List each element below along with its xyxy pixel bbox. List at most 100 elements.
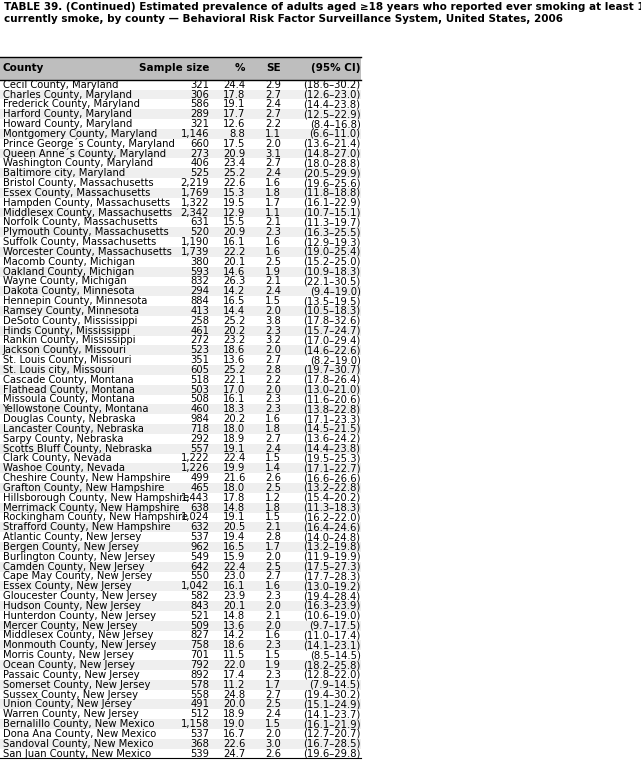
Text: 1.7: 1.7 xyxy=(265,679,281,689)
Text: San Juan County, New Mexico: San Juan County, New Mexico xyxy=(3,749,151,758)
Bar xyxy=(0,188,360,198)
Text: 11.5: 11.5 xyxy=(223,650,245,660)
Text: 2.3: 2.3 xyxy=(265,404,281,414)
Bar xyxy=(0,532,360,542)
Text: 2,219: 2,219 xyxy=(181,178,209,188)
Text: (13.6–21.4): (13.6–21.4) xyxy=(303,139,360,149)
Text: St. Louis County, Missouri: St. Louis County, Missouri xyxy=(3,355,131,365)
Text: (10.5–18.3): (10.5–18.3) xyxy=(303,306,360,316)
Bar xyxy=(0,552,360,562)
Bar xyxy=(0,109,360,119)
Text: 20.2: 20.2 xyxy=(223,414,245,424)
Text: 1.8: 1.8 xyxy=(265,188,281,198)
Text: (19.7–30.7): (19.7–30.7) xyxy=(303,365,360,375)
Text: 351: 351 xyxy=(190,355,209,365)
Text: 18.9: 18.9 xyxy=(223,434,245,444)
Text: 2.1: 2.1 xyxy=(265,611,281,621)
Text: 832: 832 xyxy=(190,277,209,287)
Text: 2.0: 2.0 xyxy=(265,139,281,149)
Text: 3.2: 3.2 xyxy=(265,335,281,346)
Text: (16.2–22.0): (16.2–22.0) xyxy=(303,512,360,522)
Text: Wayne County, Michigan: Wayne County, Michigan xyxy=(3,277,126,287)
Text: 289: 289 xyxy=(190,109,209,119)
Text: 558: 558 xyxy=(190,689,209,699)
Text: 18.6: 18.6 xyxy=(223,641,245,651)
Text: (13.8–22.8): (13.8–22.8) xyxy=(303,404,360,414)
Text: Suffolk County, Massachusetts: Suffolk County, Massachusetts xyxy=(3,237,156,247)
Text: (95% CI): (95% CI) xyxy=(311,63,360,74)
Text: 1.5: 1.5 xyxy=(265,650,281,660)
Text: 15.9: 15.9 xyxy=(223,552,245,562)
Text: 18.6: 18.6 xyxy=(223,345,245,355)
Text: 13.6: 13.6 xyxy=(223,621,245,631)
Text: 1.6: 1.6 xyxy=(265,247,281,257)
Text: 2.3: 2.3 xyxy=(265,394,281,404)
Bar xyxy=(0,562,360,572)
Text: 962: 962 xyxy=(190,542,209,552)
Bar xyxy=(0,434,360,444)
Text: 25.2: 25.2 xyxy=(223,365,245,375)
Text: 2.3: 2.3 xyxy=(265,641,281,651)
Text: 718: 718 xyxy=(190,424,209,434)
Text: Sample size: Sample size xyxy=(138,63,209,74)
Bar xyxy=(0,198,360,207)
Text: (13.0–21.0): (13.0–21.0) xyxy=(303,385,360,394)
Text: Hampden County, Massachusetts: Hampden County, Massachusetts xyxy=(3,198,170,207)
Bar xyxy=(0,139,360,149)
Text: 1.6: 1.6 xyxy=(265,631,281,641)
Text: Union County, New Jersey: Union County, New Jersey xyxy=(3,699,131,709)
Text: 13.6: 13.6 xyxy=(223,355,245,365)
Text: 2.5: 2.5 xyxy=(265,257,281,267)
Text: (18.0–28.8): (18.0–28.8) xyxy=(304,158,360,169)
Text: 2.7: 2.7 xyxy=(265,158,281,169)
Bar xyxy=(0,493,360,502)
Text: 1,322: 1,322 xyxy=(181,198,209,207)
Bar xyxy=(0,316,360,326)
Text: 984: 984 xyxy=(190,414,209,424)
Text: 17.0: 17.0 xyxy=(223,385,245,394)
Text: Rockingham County, New Hampshire: Rockingham County, New Hampshire xyxy=(3,512,188,522)
Text: Bergen County, New Jersey: Bergen County, New Jersey xyxy=(3,542,138,552)
Text: 2.2: 2.2 xyxy=(265,119,281,129)
Text: 1,769: 1,769 xyxy=(181,188,209,198)
Text: 2.3: 2.3 xyxy=(265,325,281,336)
Text: (14.6–22.6): (14.6–22.6) xyxy=(303,345,360,355)
Text: Middlesex County, New Jersey: Middlesex County, New Jersey xyxy=(3,631,153,641)
Text: 292: 292 xyxy=(190,434,209,444)
Text: TABLE 39. (Continued) Estimated prevalence of adults aged ≥18 years who reported: TABLE 39. (Continued) Estimated prevalen… xyxy=(4,2,641,24)
Bar xyxy=(0,119,360,129)
Text: 15.3: 15.3 xyxy=(223,188,245,198)
Text: 1.9: 1.9 xyxy=(265,660,281,670)
Text: Sussex County, New Jersey: Sussex County, New Jersey xyxy=(3,689,138,699)
Text: DeSoto County, Mississippi: DeSoto County, Mississippi xyxy=(3,315,137,326)
Text: 368: 368 xyxy=(190,739,209,749)
Text: 1.4: 1.4 xyxy=(265,464,281,473)
Bar xyxy=(0,454,360,464)
Text: 16.1: 16.1 xyxy=(223,394,245,404)
Bar xyxy=(0,80,360,90)
Text: 17.4: 17.4 xyxy=(223,670,245,680)
Text: 642: 642 xyxy=(190,562,209,572)
Text: 16.5: 16.5 xyxy=(223,542,245,552)
Text: 537: 537 xyxy=(190,729,209,739)
Text: 25.2: 25.2 xyxy=(223,315,245,326)
Text: Macomb County, Michigan: Macomb County, Michigan xyxy=(3,257,135,267)
Text: 23.2: 23.2 xyxy=(223,335,245,346)
Text: 1.5: 1.5 xyxy=(265,296,281,306)
Text: (16.6–26.6): (16.6–26.6) xyxy=(303,473,360,483)
Text: 1,190: 1,190 xyxy=(181,237,209,247)
Text: Norfolk County, Massachusetts: Norfolk County, Massachusetts xyxy=(3,217,157,227)
Text: %: % xyxy=(235,63,245,74)
Text: Flathead County, Montana: Flathead County, Montana xyxy=(3,385,135,394)
Text: (17.0–29.4): (17.0–29.4) xyxy=(303,335,360,346)
Text: 14.8: 14.8 xyxy=(223,611,245,621)
Text: 1,226: 1,226 xyxy=(181,464,209,473)
Text: Clark County, Nevada: Clark County, Nevada xyxy=(3,454,111,464)
Text: 19.0: 19.0 xyxy=(223,719,245,729)
Text: 380: 380 xyxy=(190,257,209,267)
Text: 2.5: 2.5 xyxy=(265,699,281,709)
Bar xyxy=(0,679,360,689)
Text: (17.1–22.7): (17.1–22.7) xyxy=(303,464,360,473)
Bar xyxy=(0,670,360,679)
Bar xyxy=(0,287,360,296)
